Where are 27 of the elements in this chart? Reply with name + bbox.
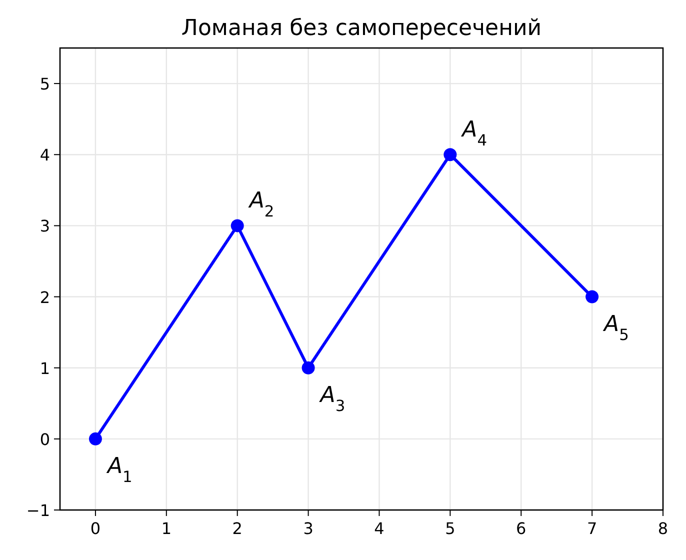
x-tick-label: 0: [90, 519, 101, 538]
x-tick-label: 2: [232, 519, 242, 538]
annotation: A$_{1}$: [105, 454, 132, 486]
annotation: A$_{2}$: [247, 188, 274, 221]
y-tick-label: 5: [40, 74, 50, 94]
x-tick-label: 6: [516, 519, 526, 538]
chart-title: Ломаная без самопересечений: [181, 16, 542, 41]
annotation: A$_{5}$: [602, 312, 629, 344]
annotation: A$_{4}$: [460, 118, 488, 150]
point: [230, 219, 244, 232]
point: [444, 148, 457, 162]
y-tick-label: 0: [40, 430, 50, 449]
y-tick-label: 4: [40, 146, 50, 165]
y-tick-label: −1: [26, 501, 50, 520]
x-tick-label: 3: [303, 519, 314, 538]
x-tick-label: 5: [445, 519, 456, 538]
x-tick-label: 8: [658, 519, 668, 538]
point: [302, 361, 315, 374]
x-tick-label: 4: [374, 519, 384, 538]
y-tick-label: 3: [40, 216, 50, 236]
point: [586, 290, 599, 304]
annotation: A$_{3}$: [318, 382, 346, 415]
y-tick-label: 2: [40, 288, 50, 307]
x-tick-label: 1: [161, 519, 172, 538]
point: [88, 432, 102, 446]
x-tick-label: 7: [586, 519, 598, 538]
y-tick-label: 1: [40, 358, 50, 378]
